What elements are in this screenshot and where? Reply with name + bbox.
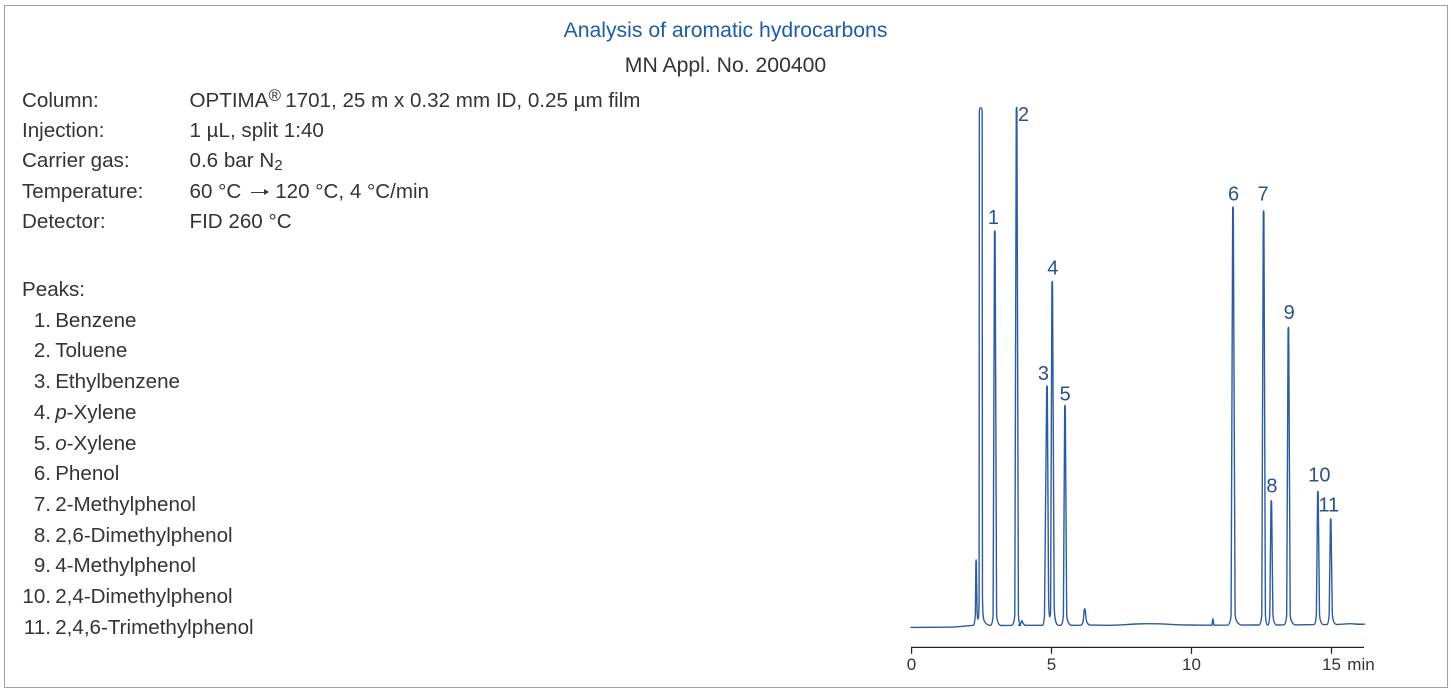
svg-text:9: 9 <box>1284 302 1295 324</box>
svg-text:5: 5 <box>1047 655 1056 674</box>
svg-text:11: 11 <box>1318 495 1339 517</box>
svg-text:1: 1 <box>988 207 999 229</box>
svg-text:15: 15 <box>1322 655 1341 674</box>
svg-text:7: 7 <box>1257 183 1268 205</box>
svg-text:8: 8 <box>1266 476 1277 498</box>
svg-text:0: 0 <box>907 655 916 674</box>
svg-text:min: min <box>1347 655 1374 674</box>
svg-text:3: 3 <box>1038 363 1049 385</box>
svg-text:10: 10 <box>1308 465 1330 487</box>
svg-text:4: 4 <box>1047 258 1058 280</box>
svg-text:5: 5 <box>1060 384 1071 406</box>
svg-text:6: 6 <box>1228 183 1239 205</box>
svg-text:2: 2 <box>1018 104 1029 126</box>
svg-text:10: 10 <box>1182 655 1201 674</box>
